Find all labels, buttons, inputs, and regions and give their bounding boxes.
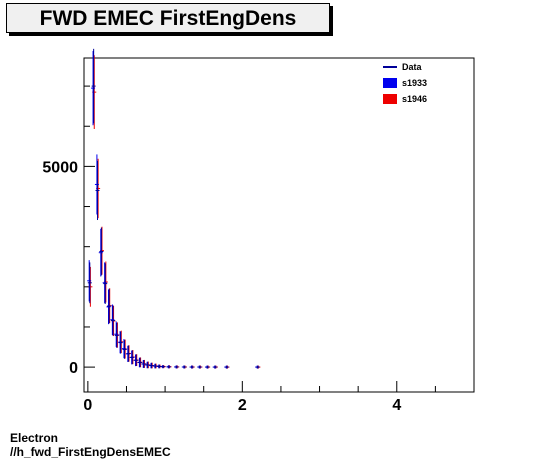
series-Data: [87, 48, 260, 369]
legend: Data s1933 s1946: [383, 62, 427, 104]
legend-swatch-box: [383, 94, 397, 104]
data-point: [122, 340, 127, 359]
data-point: [166, 365, 171, 369]
data-point: [224, 365, 229, 369]
axes: 0 2 4 0 5000: [42, 85, 475, 414]
data-point: [114, 321, 119, 347]
data-point: [137, 357, 142, 368]
data-point: [91, 50, 96, 126]
data-point: [213, 365, 218, 369]
data-point: [157, 364, 162, 369]
data-point: [205, 365, 210, 369]
data-point: [161, 365, 166, 369]
legend-label: s1946: [402, 94, 427, 104]
data-marks: [87, 48, 261, 369]
data-point: [87, 260, 92, 302]
data-point: [99, 227, 104, 276]
data-point: [145, 361, 150, 369]
data-point: [110, 305, 115, 336]
data-point: [255, 365, 260, 369]
data-point: [174, 365, 179, 369]
x-tick-label: 4: [392, 397, 401, 414]
data-point: [110, 304, 115, 336]
x-tick-label: 2: [238, 397, 247, 414]
legend-label: Data: [402, 62, 423, 72]
x-tick-label: 0: [83, 397, 92, 414]
chart-title: FWD EMEC FirstEngDens: [39, 7, 297, 30]
legend-entry: s1933: [383, 78, 427, 88]
data-point: [121, 339, 126, 359]
data-point: [98, 228, 103, 277]
data-point: [126, 345, 131, 362]
data-point: [107, 288, 112, 324]
data-point: [106, 289, 111, 325]
legend-entry: s1946: [383, 94, 427, 104]
data-point: [91, 48, 96, 124]
data-point: [103, 263, 108, 304]
data-point: [149, 362, 154, 369]
legend-entry: Data: [383, 62, 423, 72]
data-point: [95, 160, 100, 221]
legend-label: s1933: [402, 78, 427, 88]
data-point: [190, 365, 195, 369]
data-point: [197, 365, 202, 369]
data-point: [118, 331, 123, 354]
footer-category: Electron: [10, 431, 59, 445]
title-box: FWD EMEC FirstEngDens: [6, 3, 330, 33]
data-point: [141, 359, 146, 368]
y-tick-label: 0: [69, 360, 78, 377]
data-point: [94, 154, 99, 215]
data-point: [114, 322, 119, 348]
legend-swatch-box: [383, 78, 397, 88]
plot-frame: [83, 57, 475, 393]
footer-histogram-path: //h_fwd_FirstEngDensEMEC: [10, 445, 171, 459]
data-point: [102, 262, 107, 304]
data-point: [134, 354, 139, 367]
data-point: [130, 350, 135, 365]
data-point: [153, 363, 158, 369]
data-point: [182, 365, 187, 369]
data-point: [87, 262, 92, 304]
y-tick-label: 5000: [42, 159, 78, 176]
